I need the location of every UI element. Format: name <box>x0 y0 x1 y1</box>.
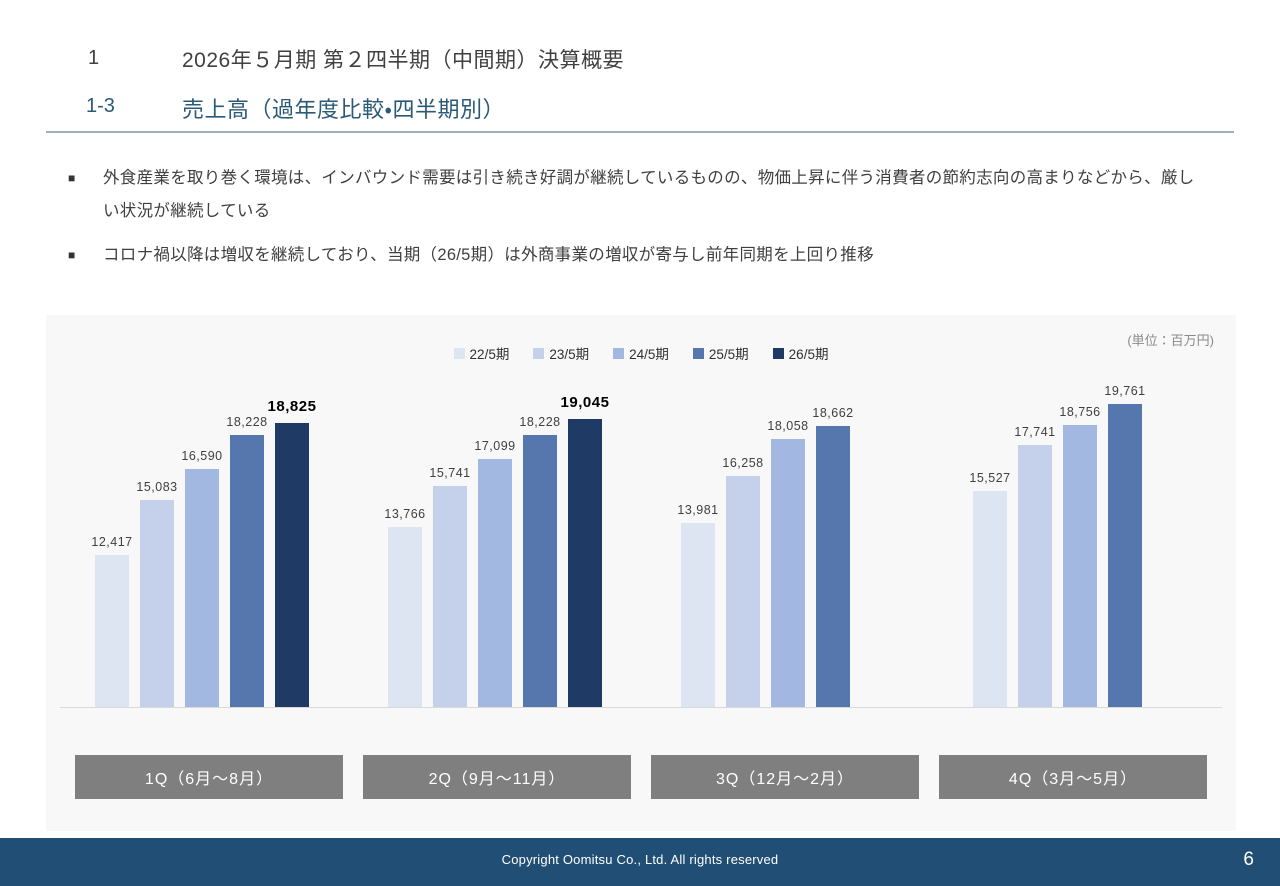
bar-value-label: 18,662 <box>812 406 854 420</box>
legend-item: 25/5期 <box>692 343 749 363</box>
page-title: 2026年５月期 第２四半期（中間期）決算概要 <box>182 49 625 72</box>
quarter-label-4q: 4Q（3月～5月） <box>939 755 1207 799</box>
bar-25/5期-4Q <box>1108 404 1142 707</box>
legend-item: 22/5期 <box>453 343 510 363</box>
legend-label: 23/5期 <box>549 347 590 362</box>
bar-25/5期-3Q <box>816 426 850 707</box>
bar-value-label: 13,766 <box>384 507 426 521</box>
bar-22/5期-4Q <box>973 491 1007 707</box>
legend-item: 26/5期 <box>772 343 829 363</box>
bar-value-label: 13,981 <box>677 503 719 517</box>
chart-legend: 22/5期 23/5期 24/5期 25/5期 26/5期 <box>46 343 1236 363</box>
bar-24/5期-4Q <box>1063 425 1097 707</box>
bar-value-label: 17,099 <box>474 439 516 453</box>
header-divider <box>46 131 1234 133</box>
plot-area: 12,417 15,083 16,590 18,228 18,825 13,766 15,7… <box>60 384 1222 708</box>
bullet-text: 外食産業を取り巻く環境は、インバウンド需要は引き続き好調が継続しているものの、物… <box>103 169 1195 220</box>
bar-26/5期-2Q <box>568 419 602 707</box>
bullet-item: ■ コロナ禍以降は増収を継続しており、当期（26/5期）は外商事業の増収が寄与し… <box>68 239 1198 272</box>
bar-24/5期-1Q <box>185 469 219 707</box>
legend-item: 23/5期 <box>533 343 589 363</box>
bar-24/5期-3Q <box>771 439 805 707</box>
legend-swatch-icon <box>453 347 465 359</box>
bar-value-label: 18,756 <box>1059 405 1101 419</box>
section-number: 1 <box>88 47 100 69</box>
quarter-label-2q: 2Q（9月～11月） <box>363 755 631 799</box>
quarter-label-1q: 1Q（6月～8月） <box>75 755 343 799</box>
bar-value-label: 19,761 <box>1104 384 1146 398</box>
quarter-label-row: 1Q（6月～8月） 2Q（9月～11月） 3Q（12月～2月） 4Q（3月～5月） <box>46 755 1236 799</box>
bar-25/5期-2Q <box>523 435 557 707</box>
legend-label: 25/5期 <box>708 347 749 362</box>
bar-23/5期-3Q <box>726 476 760 707</box>
unit-label: (単位：百万円) <box>1127 333 1214 348</box>
bar-value-label: 18,228 <box>226 415 268 429</box>
legend-item: 24/5期 <box>613 343 669 363</box>
quarter-label-3q: 3Q（12月～2月） <box>651 755 919 799</box>
bar-value-label: 15,527 <box>969 471 1011 485</box>
bullet-list: ■ 外食産業を取り巻く環境は、インバウンド需要は引き続き好調が継続しているものの… <box>68 162 1198 283</box>
legend-swatch-icon <box>692 347 704 359</box>
bar-22/5期-1Q <box>95 555 129 707</box>
bar-23/5期-2Q <box>433 486 467 707</box>
legend-swatch-icon <box>772 347 784 359</box>
legend-label: 22/5期 <box>469 347 510 362</box>
bar-value-label: 15,741 <box>429 466 471 480</box>
bar-value-label: 17,741 <box>1014 425 1056 439</box>
legend-label: 24/5期 <box>629 347 669 362</box>
bullet-square-icon: ■ <box>68 248 76 262</box>
bar-26/5期-1Q <box>275 423 309 707</box>
bar-value-label: 16,590 <box>181 449 223 463</box>
bar-value-label: 18,825 <box>267 398 317 415</box>
bullet-square-icon: ■ <box>68 171 76 185</box>
bar-value-label: 18,058 <box>767 419 809 433</box>
bar-23/5期-1Q <box>140 500 174 707</box>
subsection-number: 1-3 <box>86 95 115 117</box>
bar-23/5期-4Q <box>1018 445 1052 707</box>
bar-value-label: 18,228 <box>519 415 561 429</box>
bullet-text: コロナ禍以降は増収を継続しており、当期（26/5期）は外商事業の増収が寄与し前年… <box>103 246 874 264</box>
bar-value-label: 16,258 <box>722 456 764 470</box>
bar-value-label: 19,045 <box>560 394 610 411</box>
chart-panel: (単位：百万円) 22/5期 23/5期 24/5期 25/5期 26/5期 12,41… <box>46 315 1236 831</box>
bar-value-label: 12,417 <box>91 535 133 549</box>
bullet-item: ■ 外食産業を取り巻く環境は、インバウンド需要は引き続き好調が継続しているものの… <box>68 162 1198 228</box>
bar-22/5期-3Q <box>681 523 715 707</box>
copyright-text: Copyright Oomitsu Co., Ltd. All rights r… <box>501 852 779 867</box>
footer-bar: Copyright Oomitsu Co., Ltd. All rights r… <box>0 838 1280 886</box>
bar-22/5期-2Q <box>388 527 422 707</box>
legend-swatch-icon <box>533 347 545 359</box>
subsection-title: 売上高（過年度比較・四半期別） <box>182 97 505 122</box>
legend-label: 26/5期 <box>788 347 829 362</box>
bar-25/5期-1Q <box>230 435 264 707</box>
bar-value-label: 15,083 <box>136 480 178 494</box>
bar-24/5期-2Q <box>478 459 512 707</box>
legend-swatch-icon <box>613 347 625 359</box>
page-number: 6 <box>1243 849 1254 870</box>
